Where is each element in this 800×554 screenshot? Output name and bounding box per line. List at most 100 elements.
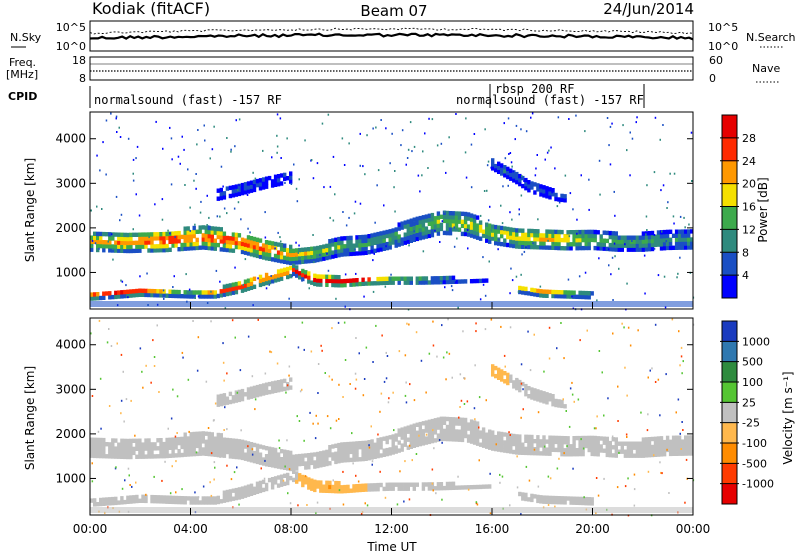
- heatmap-cell: [216, 188, 220, 193]
- heatmap-cell: [530, 185, 534, 190]
- x-axis-label: Time UT: [366, 540, 417, 554]
- heatmap-cell: [240, 490, 245, 495]
- heatmap-cell: [319, 274, 323, 279]
- heatmap-cell: [231, 236, 236, 241]
- heatmap-cell: [551, 229, 555, 234]
- heatmap-cell: [560, 246, 564, 251]
- heatmap-cell: [279, 251, 284, 256]
- heatmap-cell: [252, 244, 257, 250]
- heatmap-cell: [283, 481, 287, 486]
- heatmap-cell: [488, 441, 492, 446]
- heatmap-cell: [367, 483, 371, 488]
- heatmap-cell: [599, 234, 603, 239]
- heatmap-speckle: [474, 364, 476, 367]
- heatmap-cell: [162, 231, 166, 237]
- heatmap-cell: [557, 237, 561, 243]
- heatmap-cell: [391, 228, 395, 233]
- heatmap-cell: [213, 448, 217, 453]
- heatmap-cell: [261, 251, 266, 256]
- heatmap-cell: [684, 439, 688, 444]
- heatmap-cell: [379, 453, 383, 458]
- heatmap-cell: [249, 442, 254, 447]
- heatmap-speckle: [653, 234, 656, 236]
- heatmap-cell: [406, 231, 410, 236]
- colorbar-tick-label: 1000: [742, 335, 770, 348]
- heatmap-cell: [524, 383, 528, 389]
- heatmap-cell: [373, 240, 377, 245]
- heatmap-cell: [451, 215, 456, 220]
- heatmap-cell: [403, 434, 407, 439]
- heatmap-cell: [180, 440, 184, 446]
- heatmap-cell: [141, 240, 145, 245]
- heatmap-speckle: [487, 219, 490, 222]
- heatmap-cell: [611, 235, 615, 240]
- heatmap-cell: [138, 438, 142, 443]
- heatmap-speckle: [286, 137, 288, 140]
- heatmap-cell: [403, 224, 407, 229]
- heatmap-cell: [674, 245, 679, 250]
- heatmap-cell: [656, 452, 661, 457]
- heatmap-cell: [587, 233, 591, 239]
- heatmap-cell: [286, 176, 290, 181]
- heatmap-cell: [331, 242, 335, 247]
- heatmap-cell: [204, 500, 208, 505]
- heatmap-cell: [123, 244, 127, 250]
- heatmap-cell: [557, 233, 561, 239]
- heatmap-cell: [481, 431, 486, 436]
- heatmap-cell: [388, 229, 392, 234]
- heatmap-cell: [165, 499, 169, 504]
- heatmap-cell: [421, 223, 426, 228]
- heatmap-speckle: [155, 120, 157, 123]
- heatmap-speckle: [427, 167, 429, 169]
- heatmap-speckle: [597, 494, 600, 497]
- heatmap-cell: [442, 420, 447, 425]
- heatmap-speckle: [179, 500, 181, 503]
- heatmap-cell: [252, 393, 257, 399]
- heatmap-speckle: [106, 341, 109, 344]
- heatmap-cell: [445, 210, 450, 216]
- heatmap-speckle: [459, 406, 461, 408]
- heatmap-speckle: [343, 164, 346, 166]
- heatmap-speckle: [368, 444, 370, 447]
- heatmap-cell: [491, 236, 495, 241]
- heatmap-cell: [542, 237, 546, 242]
- heatmap-cell: [439, 436, 444, 442]
- heatmap-cell: [298, 457, 302, 463]
- heatmap-cell: [310, 460, 314, 466]
- heatmap-cell: [400, 221, 404, 226]
- heatmap-cell: [117, 236, 121, 241]
- heatmap-cell: [295, 475, 299, 480]
- heatmap-cell: [593, 447, 597, 453]
- heatmap-speckle: [357, 480, 360, 483]
- heatmap-speckle: [547, 504, 550, 506]
- heatmap-cell: [539, 192, 543, 197]
- heatmap-cell: [572, 452, 576, 457]
- heatmap-cell: [249, 285, 254, 290]
- heatmap-cell: [346, 457, 350, 463]
- heatmap-cell: [469, 217, 474, 222]
- heatmap-cell: [126, 293, 130, 298]
- heatmap-cell: [255, 459, 260, 465]
- heatmap-cell: [270, 477, 275, 482]
- heatmap-cell: [650, 246, 655, 252]
- heatmap-cell: [286, 462, 290, 467]
- heatmap-speckle: [419, 190, 421, 193]
- heatmap-cell: [150, 240, 154, 245]
- heatmap-cell: [322, 454, 326, 459]
- heatmap-cell: [159, 442, 163, 447]
- heatmap-cell: [255, 388, 260, 394]
- heatmap-cell: [439, 420, 444, 425]
- heatmap-cell: [515, 232, 519, 237]
- heatmap-speckle: [297, 251, 300, 254]
- heatmap-cell: [123, 442, 127, 448]
- heatmap-speckle: [108, 405, 111, 407]
- heatmap-cell: [225, 396, 230, 401]
- heatmap-cell: [120, 244, 124, 249]
- heatmap-cell: [310, 452, 314, 457]
- heatmap-cell: [261, 387, 266, 392]
- heatmap-cell: [264, 462, 269, 467]
- heatmap-cell: [198, 290, 202, 295]
- heatmap-cell: [469, 431, 474, 436]
- heatmap-cell: [159, 450, 163, 455]
